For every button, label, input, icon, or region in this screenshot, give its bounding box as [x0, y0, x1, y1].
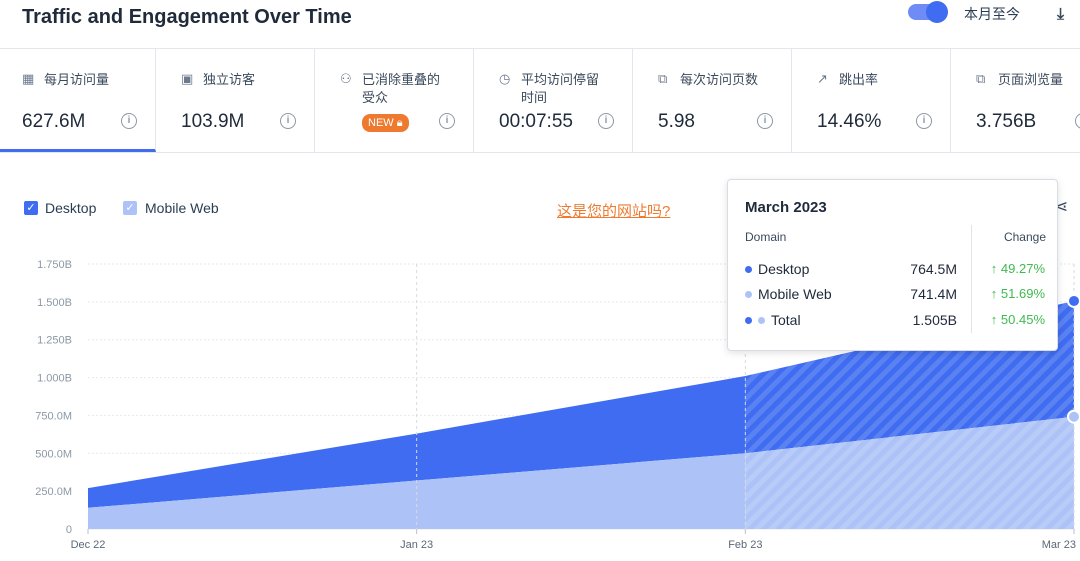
row-name: Mobile Web	[758, 286, 832, 302]
mobile-point[interactable]	[1067, 409, 1080, 424]
mobile-dot-icon	[758, 317, 765, 324]
info-icon[interactable]: i	[598, 113, 614, 129]
row-change: ↑ 49.27%	[990, 261, 1045, 276]
row-change: ↑ 51.69%	[990, 286, 1045, 301]
arrow-up-icon: ↑	[990, 286, 998, 301]
metric-value: 103.9M	[181, 111, 245, 132]
y-tick-label: 0	[66, 524, 72, 536]
tooltip-row-mobile: Mobile Web 741.4M ↑ 51.69%	[745, 285, 1045, 305]
metric-pages-per-visit[interactable]: ⧉ 每次访问页数 5.98 i	[633, 49, 792, 152]
metrics-bar: ▦ 每月访问量 627.6M i ▣ 独立访客 103.9M i ⚇ 已消除重叠…	[0, 48, 1080, 153]
info-icon[interactable]: i	[439, 113, 455, 129]
calendar-icon: ▦	[22, 71, 35, 86]
metric-label: 已消除重叠的受众	[362, 72, 441, 105]
mobile-checkbox[interactable]: ✓	[123, 201, 137, 215]
arrow-up-icon: ↑	[990, 312, 998, 327]
metric-value: 5.98	[658, 111, 695, 132]
month-to-date-toggle[interactable]	[908, 1, 948, 23]
total-point[interactable]	[1067, 293, 1080, 308]
page-title: Traffic and Engagement Over Time	[22, 6, 352, 28]
x-tick-label: Feb 23	[728, 539, 762, 551]
export-icon[interactable]: ⤓	[1057, 6, 1065, 23]
tooltip-row-desktop: Desktop 764.5M ↑ 49.27%	[745, 260, 1045, 280]
metric-label: 页面浏览量	[998, 72, 1064, 87]
metric-label: 每次访问页数	[680, 72, 759, 87]
mobile-area-projected	[745, 416, 1074, 529]
chart-tooltip: March 2023 Domain Change Desktop 764.5M …	[727, 179, 1058, 351]
info-icon[interactable]: i	[121, 113, 137, 129]
metric-avg-visit-duration[interactable]: ◷ 平均访问停留时间 00:07:55 i	[474, 49, 633, 152]
x-tick-label: Dec 22	[71, 539, 106, 551]
pageviews-icon: ⧉	[976, 71, 986, 86]
row-value: 741.4M	[910, 286, 957, 302]
y-tick-label: 1.750B	[37, 259, 72, 271]
metric-unique-visitors[interactable]: ▣ 独立访客 103.9M i	[156, 49, 315, 152]
desktop-dot-icon	[745, 266, 752, 273]
row-value: 764.5M	[910, 261, 957, 277]
tooltip-domain-header: Domain	[745, 230, 787, 244]
metric-bounce-rate[interactable]: ↗ 跳出率 14.46% i	[792, 49, 951, 152]
x-tick-label: Jan 23	[400, 539, 433, 551]
person-icon: ▣	[181, 71, 194, 86]
tooltip-row-total: Total 1.505B ↑ 50.45%	[745, 311, 1045, 331]
y-tick-label: 1.000B	[37, 373, 72, 385]
metric-page-views[interactable]: ⧉ 页面浏览量 3.756B i	[951, 49, 1080, 152]
info-icon[interactable]: i	[757, 113, 773, 129]
y-tick-label: 250.0M	[35, 486, 72, 498]
is-this-your-site-link[interactable]: 这是您的网站吗?	[557, 203, 671, 220]
metric-label: 平均访问停留时间	[521, 72, 600, 105]
toggle-knob[interactable]	[926, 1, 948, 23]
metric-label: 独立访客	[203, 72, 256, 87]
metric-value: 3.756B	[976, 111, 1037, 132]
arrow-up-icon: ↑	[990, 261, 998, 276]
legend-desktop[interactable]: Desktop	[45, 200, 97, 216]
group-icon: ⚇	[340, 71, 352, 86]
tooltip-title: March 2023	[745, 199, 827, 216]
desktop-checkbox[interactable]: ✓	[24, 201, 38, 215]
metric-value: 14.46%	[817, 111, 882, 132]
row-name: Desktop	[758, 261, 810, 277]
legend-mobile[interactable]: Mobile Web	[145, 200, 219, 216]
tooltip-separator	[971, 225, 972, 333]
metric-monthly-visits[interactable]: ▦ 每月访问量 627.6M i	[0, 49, 156, 152]
tooltip-change-header: Change	[1003, 230, 1046, 244]
info-icon[interactable]: i	[916, 113, 932, 129]
row-value: 1.505B	[912, 312, 957, 328]
y-tick-label: 500.0M	[35, 448, 72, 460]
pages-icon: ⧉	[658, 71, 668, 86]
mobile-area	[88, 453, 746, 529]
y-tick-label: 1.500B	[37, 297, 72, 309]
desktop-dot-icon	[745, 317, 752, 324]
row-change: ↑ 50.45%	[990, 312, 1045, 327]
new-badge: NEW 🔒︎	[362, 114, 409, 132]
metric-label: 跳出率	[839, 72, 879, 87]
x-tick-label: Mar 23	[1042, 539, 1076, 551]
bounce-icon: ↗	[817, 71, 828, 86]
lock-icon: 🔒︎	[396, 117, 403, 129]
timer-icon: ◷	[499, 71, 511, 86]
row-name: Total	[771, 312, 801, 328]
mobile-dot-icon	[745, 291, 752, 298]
y-tick-label: 1.250B	[37, 335, 72, 347]
metric-value: 627.6M	[22, 111, 86, 132]
info-icon[interactable]: i	[1075, 113, 1080, 129]
metric-value: 00:07:55	[499, 111, 573, 132]
desktop-area	[88, 376, 746, 508]
metric-deduplicated-audience[interactable]: ⚇ 已消除重叠的受众 NEW 🔒︎ i	[315, 49, 474, 152]
metric-label: 每月访问量	[44, 72, 110, 87]
y-tick-label: 750.0M	[35, 410, 72, 422]
toggle-label: 本月至今	[964, 6, 1020, 22]
info-icon[interactable]: i	[280, 113, 296, 129]
